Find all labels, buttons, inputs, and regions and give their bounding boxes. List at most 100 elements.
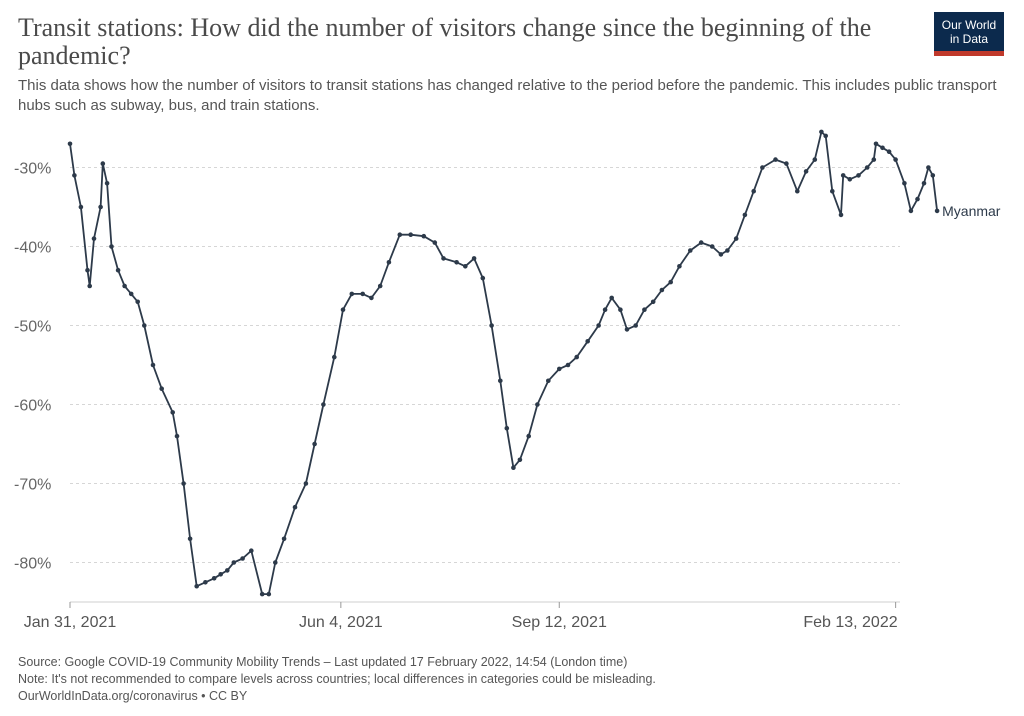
data-point[interactable] (249, 548, 254, 553)
data-point[interactable] (377, 283, 383, 289)
data-point[interactable] (170, 410, 175, 415)
data-point[interactable] (926, 165, 931, 170)
data-point[interactable] (873, 141, 879, 147)
data-point[interactable] (864, 165, 870, 170)
data-point[interactable] (908, 208, 914, 214)
data-point[interactable] (203, 580, 208, 585)
data-point[interactable] (709, 244, 715, 249)
data-point[interactable] (340, 307, 346, 313)
data-point[interactable] (871, 157, 877, 162)
owid-logo[interactable]: Our World in Data (934, 12, 1004, 56)
data-point[interactable] (921, 181, 927, 186)
data-point[interactable] (421, 233, 427, 239)
data-point[interactable] (454, 260, 459, 265)
data-point[interactable] (85, 267, 90, 273)
data-point[interactable] (159, 386, 164, 392)
data-point[interactable] (688, 248, 693, 253)
data-point[interactable] (480, 275, 486, 281)
data-point[interactable] (618, 307, 623, 313)
data-point[interactable] (360, 291, 366, 297)
credit-link[interactable]: OurWorldInData.org/coronavirus • CC BY (18, 689, 248, 703)
data-point[interactable] (281, 536, 287, 542)
data-point[interactable] (211, 576, 217, 581)
data-point[interactable] (812, 157, 818, 162)
data-point[interactable] (773, 157, 778, 162)
data-point[interactable] (847, 177, 853, 182)
data-point[interactable] (463, 264, 468, 269)
data-point[interactable] (266, 591, 272, 597)
data-point[interactable] (902, 181, 907, 186)
data-point[interactable] (830, 188, 835, 194)
data-point[interactable] (565, 362, 571, 368)
data-point[interactable] (128, 291, 134, 297)
data-point[interactable] (517, 457, 523, 463)
data-point[interactable] (115, 267, 121, 273)
data-point[interactable] (194, 583, 199, 589)
data-point[interactable] (718, 252, 724, 257)
data-point[interactable] (838, 212, 844, 218)
data-point[interactable] (98, 204, 103, 210)
data-point[interactable] (397, 232, 403, 237)
data-point[interactable] (78, 204, 84, 210)
data-point[interactable] (72, 173, 77, 178)
series-line[interactable] (69, 131, 938, 595)
data-point[interactable] (432, 240, 438, 245)
data-point[interactable] (677, 264, 682, 269)
data-point[interactable] (303, 481, 309, 486)
data-point[interactable] (498, 378, 503, 384)
data-point[interactable] (915, 196, 920, 202)
data-point[interactable] (312, 441, 317, 447)
data-point[interactable] (725, 248, 730, 253)
data-point[interactable] (67, 141, 73, 147)
data-point[interactable] (100, 161, 106, 166)
data-point[interactable] (803, 169, 809, 174)
data-point[interactable] (557, 366, 562, 372)
data-point[interactable] (150, 362, 156, 368)
data-point[interactable] (668, 279, 673, 285)
data-point[interactable] (511, 465, 516, 471)
data-point[interactable] (91, 236, 97, 241)
data-point[interactable] (819, 129, 824, 135)
data-point[interactable] (122, 283, 127, 289)
data-point[interactable] (760, 165, 765, 170)
data-point[interactable] (225, 568, 230, 573)
data-point[interactable] (659, 287, 665, 293)
data-point[interactable] (624, 327, 630, 332)
data-point[interactable] (292, 504, 298, 510)
data-point[interactable] (109, 244, 114, 249)
data-point[interactable] (633, 323, 638, 328)
data-point[interactable] (574, 354, 579, 360)
data-point[interactable] (856, 173, 861, 178)
data-point[interactable] (934, 208, 940, 214)
data-point[interactable] (698, 240, 704, 245)
data-point[interactable] (240, 556, 245, 561)
data-point[interactable] (218, 572, 223, 577)
data-point[interactable] (585, 339, 590, 344)
data-point[interactable] (142, 323, 147, 328)
data-point[interactable] (751, 188, 756, 194)
data-point[interactable] (795, 188, 800, 194)
data-point[interactable] (840, 173, 846, 178)
data-point[interactable] (930, 173, 936, 178)
data-point[interactable] (535, 402, 540, 407)
data-point[interactable] (332, 354, 337, 360)
data-point[interactable] (181, 481, 186, 486)
data-point[interactable] (408, 232, 414, 237)
data-point[interactable] (880, 145, 885, 151)
data-point[interactable] (349, 291, 355, 297)
data-point[interactable] (231, 560, 237, 565)
data-point[interactable] (174, 433, 180, 439)
data-point[interactable] (733, 236, 739, 241)
data-point[interactable] (259, 591, 265, 597)
data-point[interactable] (187, 536, 193, 542)
data-point[interactable] (642, 307, 647, 313)
data-point[interactable] (321, 402, 326, 407)
data-point[interactable] (526, 433, 531, 439)
data-point[interactable] (650, 299, 656, 305)
data-point[interactable] (504, 425, 510, 431)
data-point[interactable] (471, 256, 477, 261)
data-point[interactable] (893, 157, 898, 162)
data-point[interactable] (546, 378, 551, 384)
data-point[interactable] (596, 323, 601, 328)
data-point[interactable] (886, 149, 892, 154)
